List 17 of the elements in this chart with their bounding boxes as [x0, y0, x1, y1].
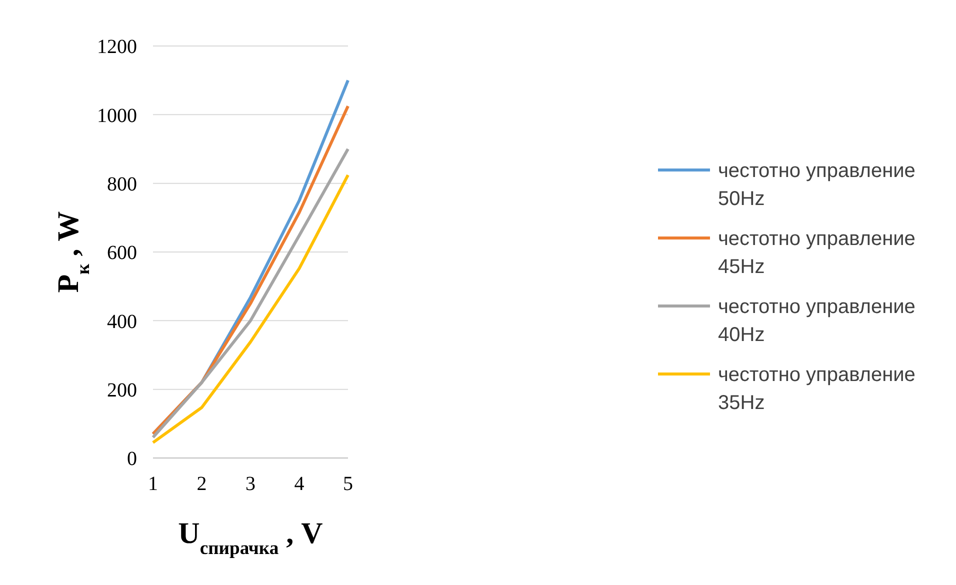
x-tick-label: 2 [196, 473, 207, 496]
x-tick-label: 4 [294, 473, 304, 496]
x-axis-title: U$_{спирачка}$ , V [178, 517, 324, 558]
y-tick-label: 800 [107, 173, 137, 196]
y-tick-label: 400 [107, 310, 137, 333]
legend-label: честотно управление 50Hz [718, 159, 916, 212]
legend-label: честотно управление 45Hz [718, 227, 916, 280]
x-tick-label: 5 [343, 473, 353, 496]
x-tick-label: 1 [148, 473, 158, 496]
y-tick-label: 0 [127, 448, 137, 470]
legend-label: честотно управление 35Hz [718, 363, 916, 416]
y-tick-label: 600 [107, 242, 137, 264]
y-tick-label: 200 [107, 379, 137, 402]
legend-label: честотно управление 40Hz [718, 295, 916, 348]
y-tick-label: 1200 [97, 36, 137, 58]
y-tick-label: 1000 [97, 104, 137, 127]
x-tick-label: 3 [246, 473, 256, 496]
